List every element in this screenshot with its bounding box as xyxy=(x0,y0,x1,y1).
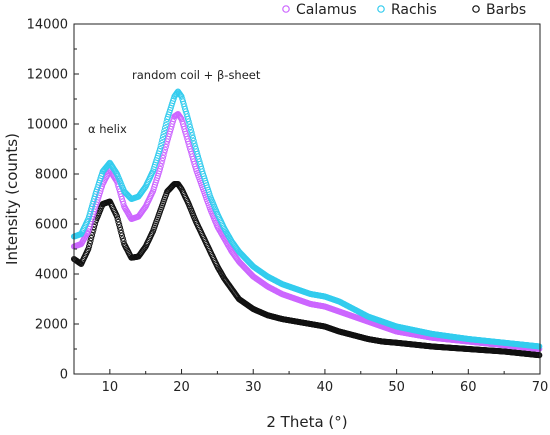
x-tick-label: 10 xyxy=(102,380,119,395)
legend-label-barbs: Barbs xyxy=(486,2,526,18)
point-rachis xyxy=(536,343,543,350)
x-tick-label: 30 xyxy=(245,380,262,395)
plot-points xyxy=(70,88,543,359)
y-tick-label: 8000 xyxy=(35,168,68,183)
y-axis-title: Intensity (counts) xyxy=(3,133,21,265)
x-tick-label: 50 xyxy=(388,380,405,395)
point-barbs xyxy=(118,232,126,239)
point-rachis xyxy=(162,121,169,129)
point-rachis xyxy=(191,140,198,147)
x-tick-label: 40 xyxy=(317,380,334,395)
point-rachis xyxy=(186,121,193,128)
y-tick-label: 0 xyxy=(60,368,68,383)
point-rachis xyxy=(157,142,164,150)
legend-item-rachis: Rachis xyxy=(377,2,437,18)
point-rachis xyxy=(189,132,196,139)
x-tick-label: 70 xyxy=(532,380,549,395)
point-barbs xyxy=(119,235,126,242)
point-calamus xyxy=(159,157,166,164)
legend-label-calamus: Calamus xyxy=(296,2,357,18)
point-rachis xyxy=(161,124,169,132)
point-barbs xyxy=(118,229,125,237)
point-calamus xyxy=(120,200,127,208)
point-rachis xyxy=(177,92,184,99)
legend: Calamus Rachis Barbs xyxy=(282,2,526,18)
y-tick-label: 14000 xyxy=(27,18,68,33)
y-axis: 0 2000 4000 6000 8000 10000 12000 14000 xyxy=(27,18,79,383)
annotation-alpha-helix: α helix xyxy=(88,122,127,136)
point-calamus xyxy=(177,114,184,122)
point-rachis xyxy=(160,130,167,138)
point-rachis xyxy=(159,133,166,141)
legend-label-rachis: Rachis xyxy=(391,2,437,18)
y-tick-label: 6000 xyxy=(35,218,68,233)
y-tick-label: 12000 xyxy=(27,68,68,83)
legend-item-barbs: Barbs xyxy=(472,2,526,18)
point-rachis xyxy=(156,145,164,153)
point-calamus xyxy=(158,160,165,167)
point-barbs xyxy=(114,216,121,223)
x-axis: 10 20 30 40 50 60 70 xyxy=(102,369,549,395)
point-barbs xyxy=(91,223,98,231)
legend-marker-rachis xyxy=(377,5,385,13)
point-rachis xyxy=(185,118,192,125)
point-barbs xyxy=(86,243,93,250)
series-rachis xyxy=(70,88,543,350)
point-rachis xyxy=(187,126,194,133)
point-barbs xyxy=(85,245,92,253)
point-barbs xyxy=(88,234,95,242)
x-axis-title: 2 Theta (°) xyxy=(266,413,347,431)
series-calamus xyxy=(70,110,543,352)
y-tick-label: 10000 xyxy=(27,118,68,133)
annotation-random-coil: random coil + β-sheet xyxy=(132,68,261,82)
point-barbs xyxy=(87,237,94,244)
series-barbs xyxy=(70,180,543,359)
x-tick-label: 60 xyxy=(460,380,477,395)
legend-item-calamus: Calamus xyxy=(282,2,357,18)
point-barbs xyxy=(86,240,93,247)
legend-marker-barbs xyxy=(472,5,480,13)
point-calamus xyxy=(159,154,166,162)
point-barbs xyxy=(115,218,122,226)
point-barbs xyxy=(116,224,123,231)
y-tick-label: 2000 xyxy=(35,318,68,333)
point-barbs xyxy=(113,213,121,220)
y-tick-label: 4000 xyxy=(35,268,68,283)
point-rachis xyxy=(187,123,194,131)
point-barbs xyxy=(116,221,123,228)
point-rachis xyxy=(158,139,165,147)
point-rachis xyxy=(190,137,197,144)
point-rachis xyxy=(159,136,166,144)
point-rachis xyxy=(188,129,195,136)
point-calamus xyxy=(157,163,164,170)
legend-marker-calamus xyxy=(282,5,290,13)
point-rachis xyxy=(189,134,197,142)
point-barbs xyxy=(120,238,127,245)
point-rachis xyxy=(161,127,168,135)
x-tick-label: 20 xyxy=(173,380,190,395)
point-calamus xyxy=(156,165,164,173)
point-barbs xyxy=(117,227,124,234)
point-barbs xyxy=(536,352,543,359)
